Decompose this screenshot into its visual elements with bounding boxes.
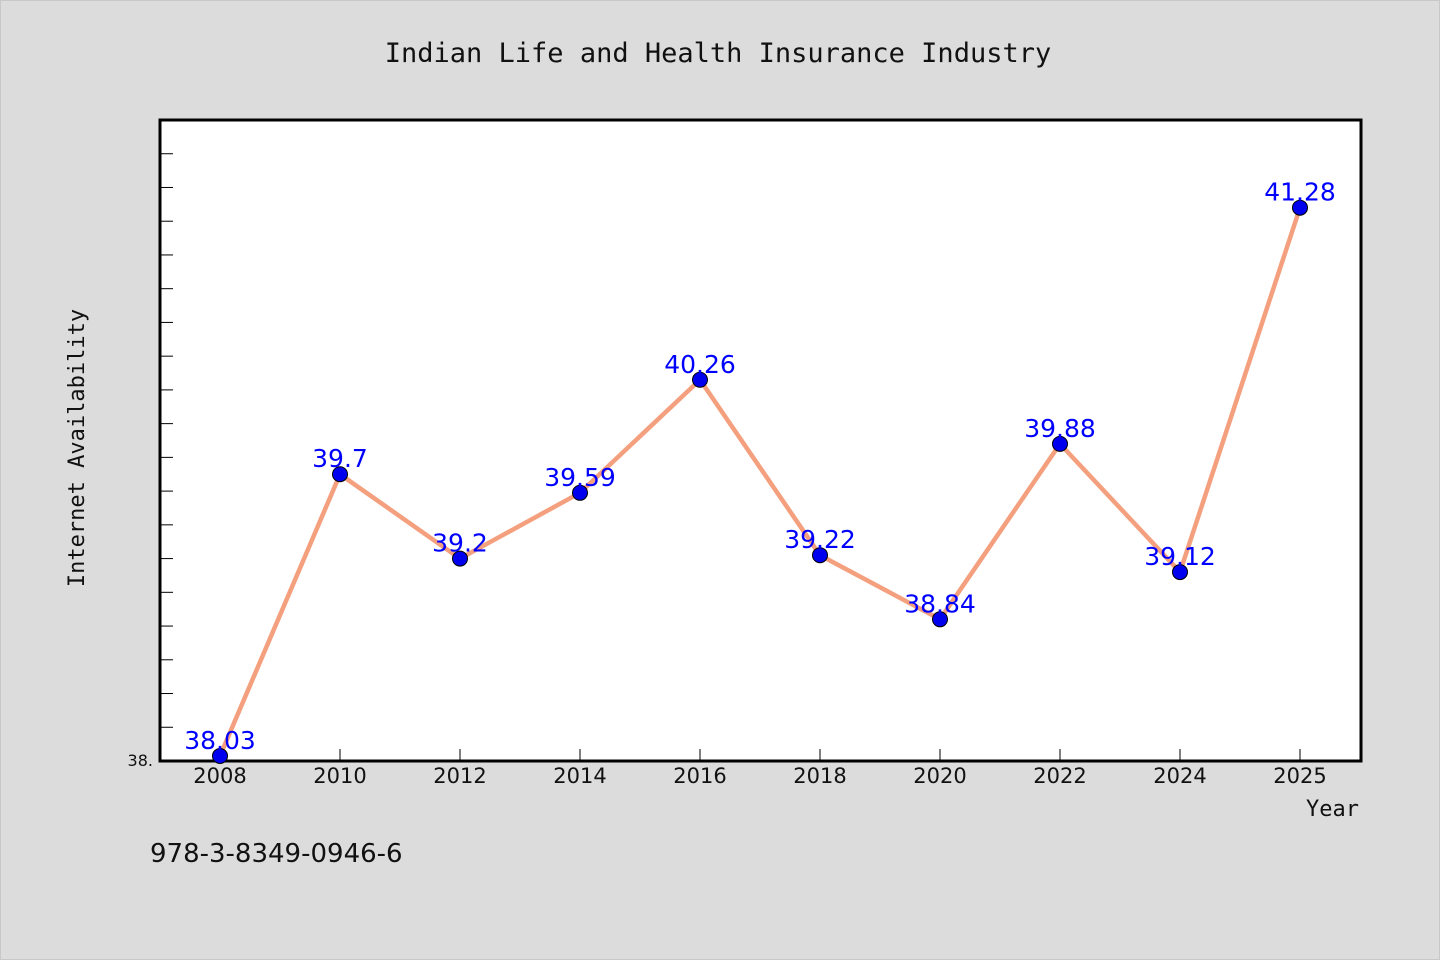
- footer-id-text: 978-3-8349-0946-6: [150, 839, 403, 869]
- markers-group: [212, 199, 1308, 764]
- data-label: 39.22: [784, 525, 856, 554]
- y-tick-label: 38.: [128, 751, 153, 770]
- data-point: [932, 611, 948, 628]
- x-tick-label: 2020: [913, 764, 966, 788]
- x-tick-label: 2025: [1273, 764, 1326, 788]
- data-label: 39.7: [312, 444, 368, 473]
- y-axis-label: Internet Availability: [65, 309, 90, 587]
- data-point: [332, 466, 348, 483]
- x-tick-label: 2024: [1153, 764, 1206, 788]
- plot-area: [158, 118, 1363, 763]
- data-point: [692, 371, 708, 388]
- series-line: [217, 207, 1303, 757]
- x-tick-labels: 2008 2010 2012 2014 2016 2018 2020 2022 2024 2025: [193, 764, 1326, 788]
- data-label: 38.84: [904, 589, 976, 618]
- x-tick-label: 2022: [1033, 764, 1086, 788]
- series-line-group: [217, 207, 1303, 757]
- data-label: 40.26: [664, 350, 736, 379]
- data-point: [452, 550, 468, 567]
- x-axis-label: Year: [1306, 797, 1359, 822]
- data-label: 39.88: [1024, 414, 1096, 443]
- data-label: 41.28: [1264, 178, 1336, 207]
- x-tick-label: 2016: [673, 764, 726, 788]
- data-label: 39.2: [432, 529, 488, 558]
- x-tick-label: 2012: [433, 764, 486, 788]
- data-labels-group: 38.03 39.7 39.2 39.59 40.26 39.22 38.84 39.88 39…: [184, 178, 1336, 755]
- data-point: [212, 747, 228, 764]
- data-point: [572, 484, 588, 501]
- y-axis-ticks: [160, 119, 173, 762]
- data-label: 39.12: [1144, 542, 1216, 571]
- x-tick-label: 2018: [793, 764, 846, 788]
- data-point: [812, 547, 828, 564]
- data-point: [1052, 435, 1068, 452]
- x-tick-label: 2010: [313, 764, 366, 788]
- x-tick-label: 2014: [553, 764, 606, 788]
- data-point: [1292, 199, 1308, 216]
- x-tick-label: 2008: [193, 764, 246, 788]
- data-label: 38.03: [184, 726, 256, 755]
- data-label: 39.59: [544, 463, 616, 492]
- data-point: [1172, 564, 1188, 581]
- chart-title: Indian Life and Health Insurance Industr…: [385, 38, 1051, 69]
